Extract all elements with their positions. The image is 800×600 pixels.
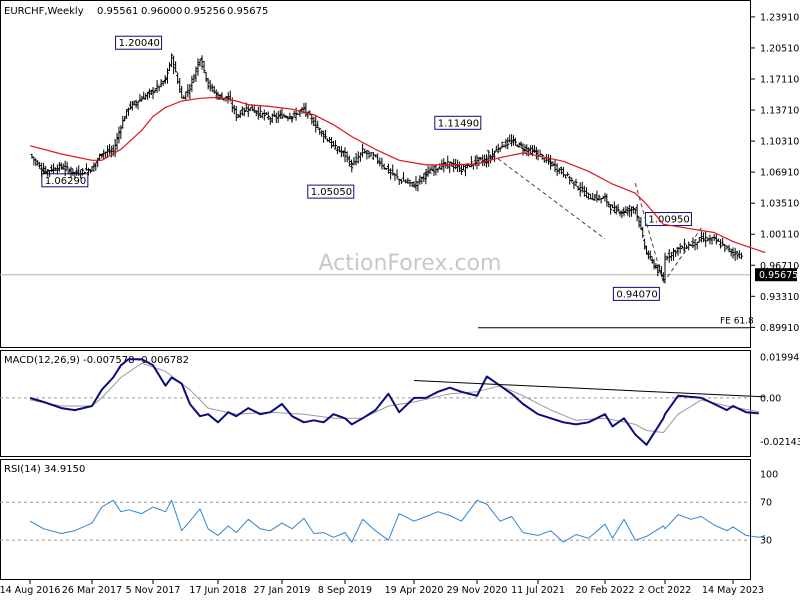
ohlc-low: 0.95256 (184, 6, 225, 17)
moving-average-line (29, 96, 766, 254)
x-tick-label: 26 Mar 2017 (62, 585, 122, 596)
rsi-tick-label: 70 (760, 498, 772, 509)
svg-text:1.00950: 1.00950 (648, 215, 689, 226)
x-axis: 14 Aug 2016 26 Mar 2017 5 Nov 2017 17 Ju… (0, 585, 764, 596)
price-trendline (486, 149, 606, 240)
price-y-axis: 1.23910 1.20510 1.17110 1.13710 1.10310 … (760, 12, 799, 333)
macd-line (29, 358, 759, 446)
x-tick-label: 19 Apr 2020 (385, 585, 444, 596)
annotation-high-2021: 1.11490 (434, 115, 482, 130)
current-price-label: 0.95675 (759, 270, 798, 281)
x-tick-label: 20 Feb 2022 (575, 585, 634, 596)
current-price-box (755, 268, 797, 282)
price-tick-label: 1.23910 (760, 12, 799, 23)
ohlc-open: 0.95561 (97, 6, 138, 17)
x-tick-label: 14 Aug 2016 (0, 585, 60, 596)
chart-marks (29, 16, 766, 584)
price-tick-label: 1.17110 (760, 74, 799, 85)
rsi-title: RSI(14) 34.9150 (4, 464, 85, 475)
annotation-low-2019: 1.05050 (307, 184, 355, 199)
rsi-line (29, 499, 766, 543)
x-tick-label: 14 May 2023 (702, 585, 764, 596)
x-tick-label: 8 Sep 2019 (318, 585, 372, 596)
svg-text:1.06290: 1.06290 (45, 176, 86, 187)
price-tick-label: 1.10310 (760, 137, 799, 148)
svg-text:1.20040: 1.20040 (119, 38, 160, 49)
price-tick-label: 1.00110 (760, 230, 799, 241)
price-trendline (634, 183, 664, 283)
rsi-tick-label: 100 (760, 469, 778, 480)
macd-title: MACD(12,26,9) -0.007578 -0.006782 (4, 355, 189, 366)
svg-text:0.94070: 0.94070 (616, 289, 657, 300)
price-tick-label: 1.13710 (760, 106, 799, 117)
x-tick-label: 11 Jul 2021 (511, 585, 565, 596)
x-tick-label: 2 Oct 2022 (639, 585, 692, 596)
macd-trendline (413, 380, 766, 398)
ohlc-close: 0.95675 (227, 6, 268, 17)
annotation-high-2023: 1.00950 (644, 212, 692, 227)
price-title: EURCHF,Weekly (4, 6, 84, 17)
watermark: ActionForex.com (319, 251, 502, 276)
price-tick-label: 1.03510 (760, 199, 799, 210)
macd-tick-label: 0.019943 (760, 353, 800, 364)
annotation-low-2022: 0.94070 (612, 286, 660, 301)
x-tick-label: 29 Nov 2020 (447, 585, 508, 596)
macd-tick-label: -0.021434 (760, 437, 800, 448)
svg-text:1.11490: 1.11490 (438, 118, 479, 129)
ohlc-high: 0.96000 (141, 6, 182, 17)
x-tick-label: 17 Jun 2018 (189, 585, 246, 596)
rsi-panel-frame (0, 459, 751, 580)
rsi-tick-label: 30 (760, 536, 772, 547)
macd-panel-frame (0, 350, 751, 457)
price-panel-frame (0, 0, 751, 348)
macd-tick-label: 0.00 (760, 393, 781, 404)
price-tick-label: 1.06910 (760, 168, 799, 179)
x-tick-label: 5 Nov 2017 (126, 585, 181, 596)
price-tick-label: 0.93310 (760, 292, 799, 303)
fib-label: FE 61.8 (720, 317, 754, 327)
annotation-high: 1.20040 (115, 35, 163, 50)
svg-text:1.05050: 1.05050 (311, 187, 352, 198)
price-tick-label: 0.89910 (760, 323, 799, 334)
x-tick-label: 27 Jan 2019 (254, 585, 311, 596)
macd-signal-line (29, 362, 759, 433)
price-tick-label: 0.96710 (760, 261, 799, 272)
price-tick-label: 1.20510 (760, 43, 799, 54)
